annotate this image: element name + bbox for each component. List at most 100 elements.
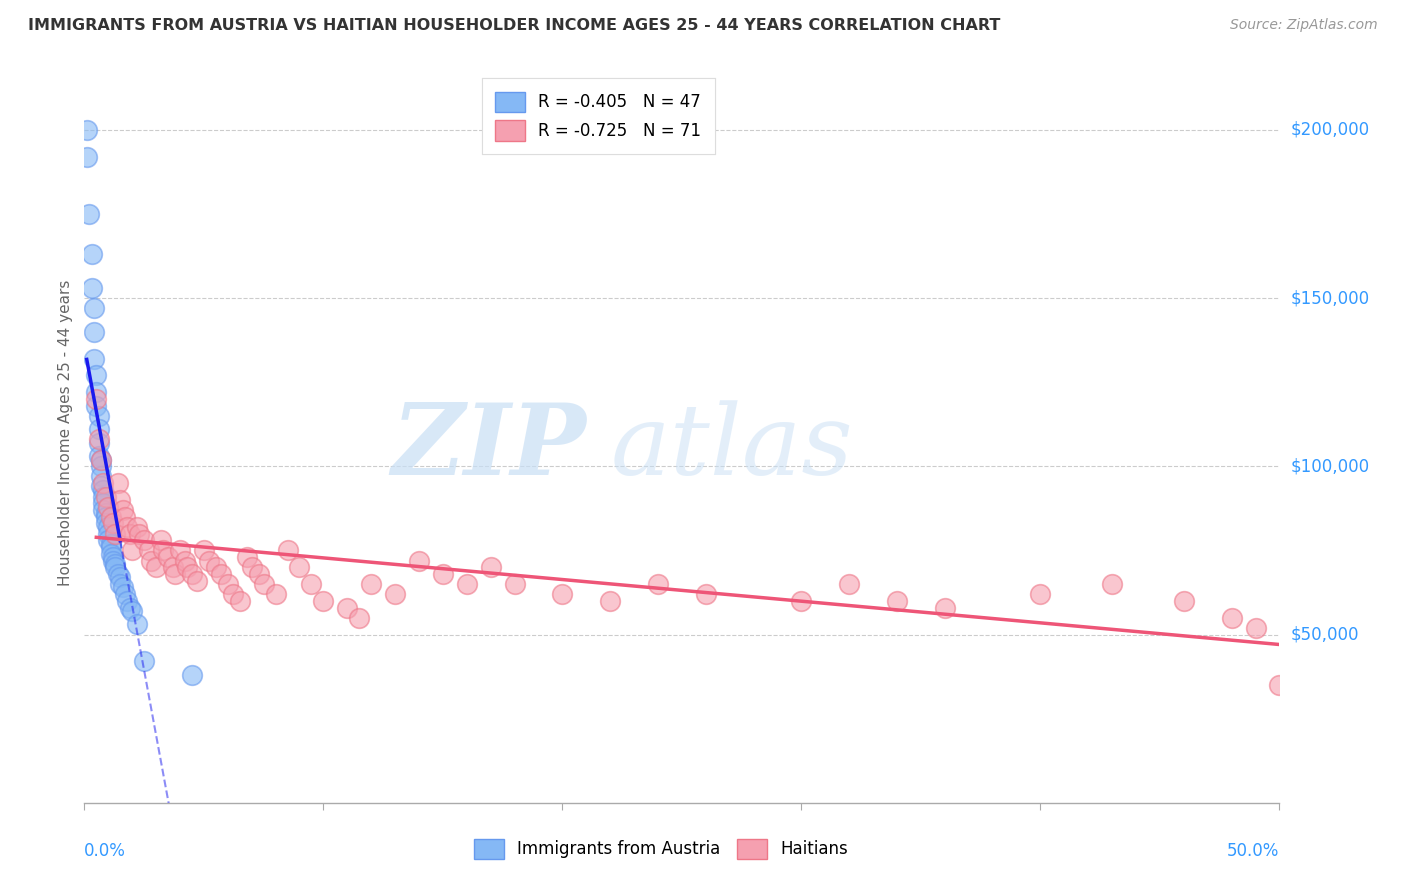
Text: $100,000: $100,000 [1291, 458, 1369, 475]
Point [86, 399, 108, 413]
Point [360, 577, 382, 591]
Point [132, 655, 156, 669]
Point [86, 368, 108, 383]
Point [349, 610, 371, 624]
Point [83, 325, 105, 339]
Point [149, 533, 172, 548]
Point [236, 550, 259, 565]
Point [93, 503, 115, 517]
Point [1220, 610, 1243, 624]
Point [125, 617, 148, 632]
Point [138, 543, 160, 558]
Point [87, 435, 110, 450]
Point [100, 540, 122, 554]
Point [384, 587, 406, 601]
Point [253, 577, 276, 591]
Point [86, 392, 108, 406]
Point [110, 492, 132, 507]
Point [169, 543, 191, 558]
Point [111, 581, 134, 595]
Point [128, 526, 150, 541]
Point [1029, 587, 1052, 601]
Point [186, 574, 208, 588]
Point [1268, 678, 1291, 692]
Text: IMMIGRANTS FROM AUSTRIA VS HAITIAN HOUSEHOLDER INCOME AGES 25 - 44 YEARS CORRELA: IMMIGRANTS FROM AUSTRIA VS HAITIAN HOUSE… [28, 18, 1001, 33]
Point [93, 490, 115, 504]
Point [94, 507, 117, 521]
Point [886, 594, 908, 608]
Point [100, 536, 122, 550]
Point [264, 587, 287, 601]
Point [93, 496, 115, 510]
Point [176, 560, 198, 574]
Point [94, 490, 117, 504]
Point [173, 553, 195, 567]
Point [408, 553, 430, 567]
Point [80, 281, 103, 295]
Point [100, 509, 122, 524]
Text: atlas: atlas [610, 400, 853, 495]
Point [76, 122, 98, 136]
Point [277, 543, 299, 558]
Point [114, 509, 136, 524]
Point [456, 577, 478, 591]
Point [87, 449, 110, 463]
Point [107, 476, 129, 491]
Point [221, 587, 243, 601]
Point [110, 570, 132, 584]
Point [599, 594, 621, 608]
Point [1101, 577, 1123, 591]
Point [110, 577, 132, 591]
Point [247, 566, 270, 581]
Point [107, 566, 129, 581]
Point [312, 594, 335, 608]
Point [93, 476, 115, 491]
Text: $150,000: $150,000 [1291, 289, 1369, 307]
Point [101, 553, 124, 567]
Point [157, 550, 180, 565]
Point [90, 479, 112, 493]
Point [97, 533, 120, 548]
Point [80, 247, 103, 261]
Point [104, 560, 127, 574]
Point [111, 503, 134, 517]
Point [114, 587, 136, 601]
Point [121, 543, 143, 558]
Point [101, 550, 124, 565]
Point [205, 560, 228, 574]
Text: 0.0%: 0.0% [84, 842, 127, 860]
Legend: Immigrants from Austria, Haitians: Immigrants from Austria, Haitians [467, 832, 855, 866]
Point [141, 553, 163, 567]
Point [90, 452, 112, 467]
Point [838, 577, 860, 591]
Point [181, 668, 204, 682]
Text: $50,000: $50,000 [1291, 625, 1360, 643]
Point [503, 577, 526, 591]
Point [288, 560, 311, 574]
Point [647, 577, 669, 591]
Point [125, 520, 148, 534]
Point [76, 150, 98, 164]
Point [1244, 621, 1267, 635]
Point [162, 560, 184, 574]
Point [97, 520, 120, 534]
Point [1173, 594, 1195, 608]
Point [118, 526, 141, 541]
Point [193, 543, 215, 558]
Point [87, 433, 110, 447]
Text: ZIP: ZIP [391, 400, 586, 496]
Text: $200,000: $200,000 [1291, 120, 1369, 139]
Point [100, 547, 122, 561]
Point [90, 459, 112, 474]
Point [121, 604, 143, 618]
Point [181, 566, 204, 581]
Point [94, 516, 117, 531]
Point [101, 516, 124, 531]
Point [97, 500, 120, 514]
Point [90, 452, 112, 467]
Point [83, 301, 105, 315]
Point [165, 566, 187, 581]
Y-axis label: Householder Income Ages 25 - 44 years: Householder Income Ages 25 - 44 years [58, 279, 73, 586]
Text: 50.0%: 50.0% [1227, 842, 1279, 860]
Point [104, 557, 127, 571]
